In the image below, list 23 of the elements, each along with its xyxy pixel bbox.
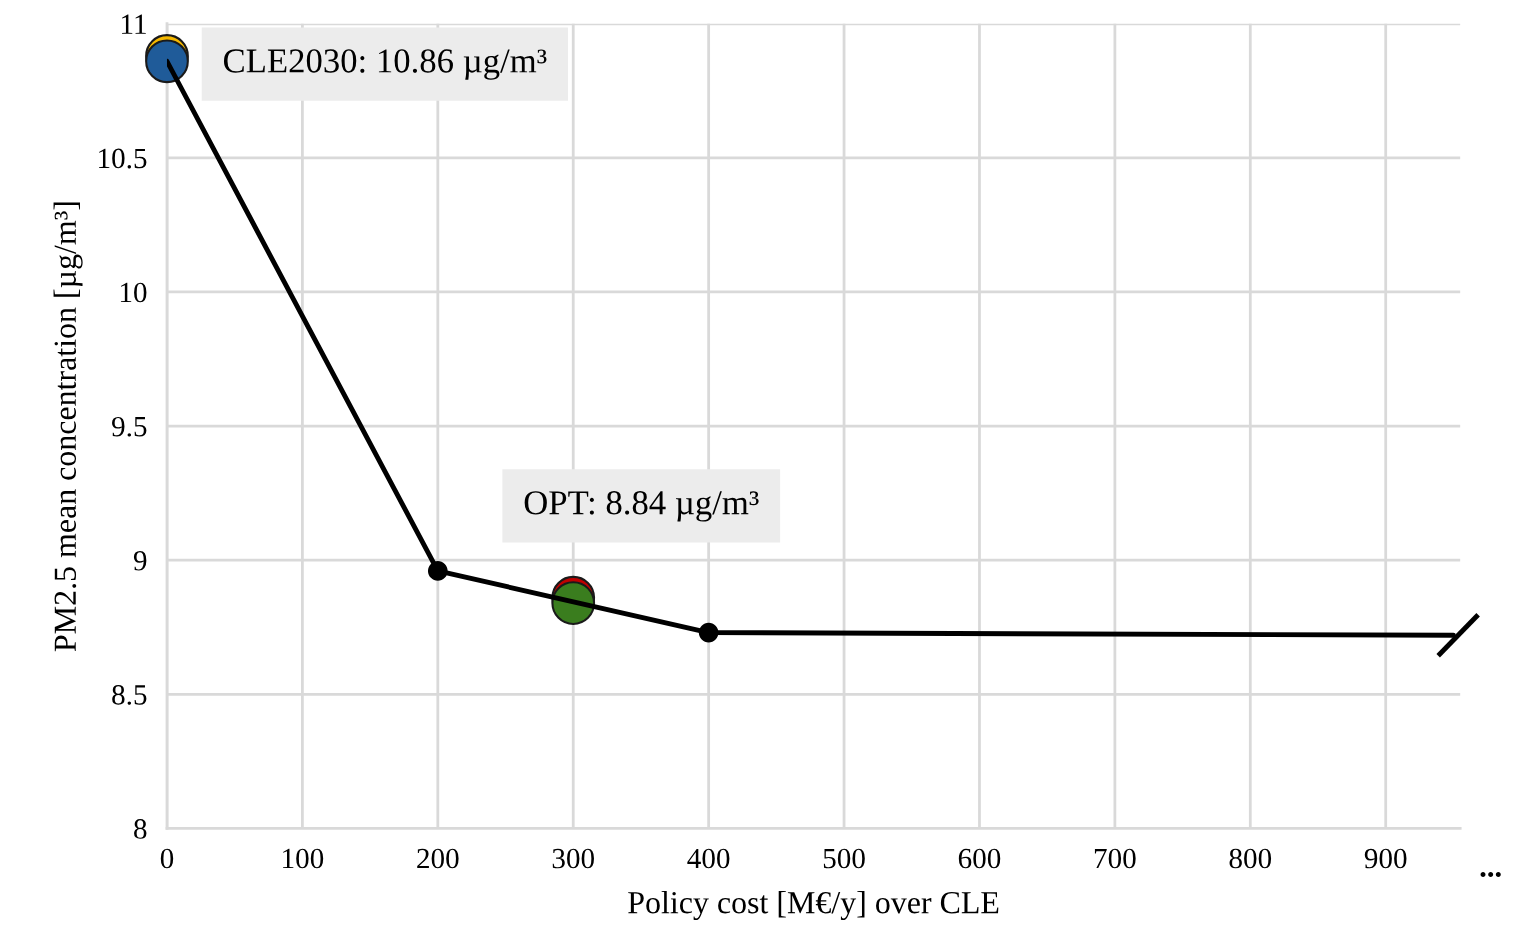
x-tick-label: 200: [417, 848, 459, 869]
x-tick-label: 400: [687, 848, 730, 869]
y-tick-label: 8: [134, 819, 147, 839]
y-tick-label: 8.5: [112, 685, 147, 705]
y-tick-label: 11: [122, 14, 146, 34]
point: [145, 39, 189, 84]
text: ...: [1480, 872, 1501, 878]
x-tick-label: 100: [283, 848, 324, 869]
y-tick-label: 10: [120, 282, 147, 303]
x-tick-label: 0: [160, 848, 174, 869]
x-tick-label: 500: [823, 848, 865, 869]
x-axis-title: Policy cost [M€/y] over CLE: [628, 890, 999, 921]
y-axis-title: PM2.5 mean concentration [µg/m³]: [53, 202, 83, 652]
x-tick-label: 900: [1364, 848, 1407, 869]
x-tick-label: 300: [552, 848, 594, 869]
y-tick-label: 9.5: [112, 416, 147, 437]
y-tick-label: 9: [133, 550, 147, 571]
x-tick-label: 800: [1229, 848, 1272, 869]
x-tick-label: 600: [958, 848, 1001, 869]
y-tick-label: 10.5: [99, 148, 147, 169]
annotation: CLE2030: 10.86 µg/m³: [223, 49, 547, 80]
annotation: OPT: 8.84 µg/m³: [524, 491, 759, 522]
x-tick-label: 700: [1094, 848, 1136, 869]
